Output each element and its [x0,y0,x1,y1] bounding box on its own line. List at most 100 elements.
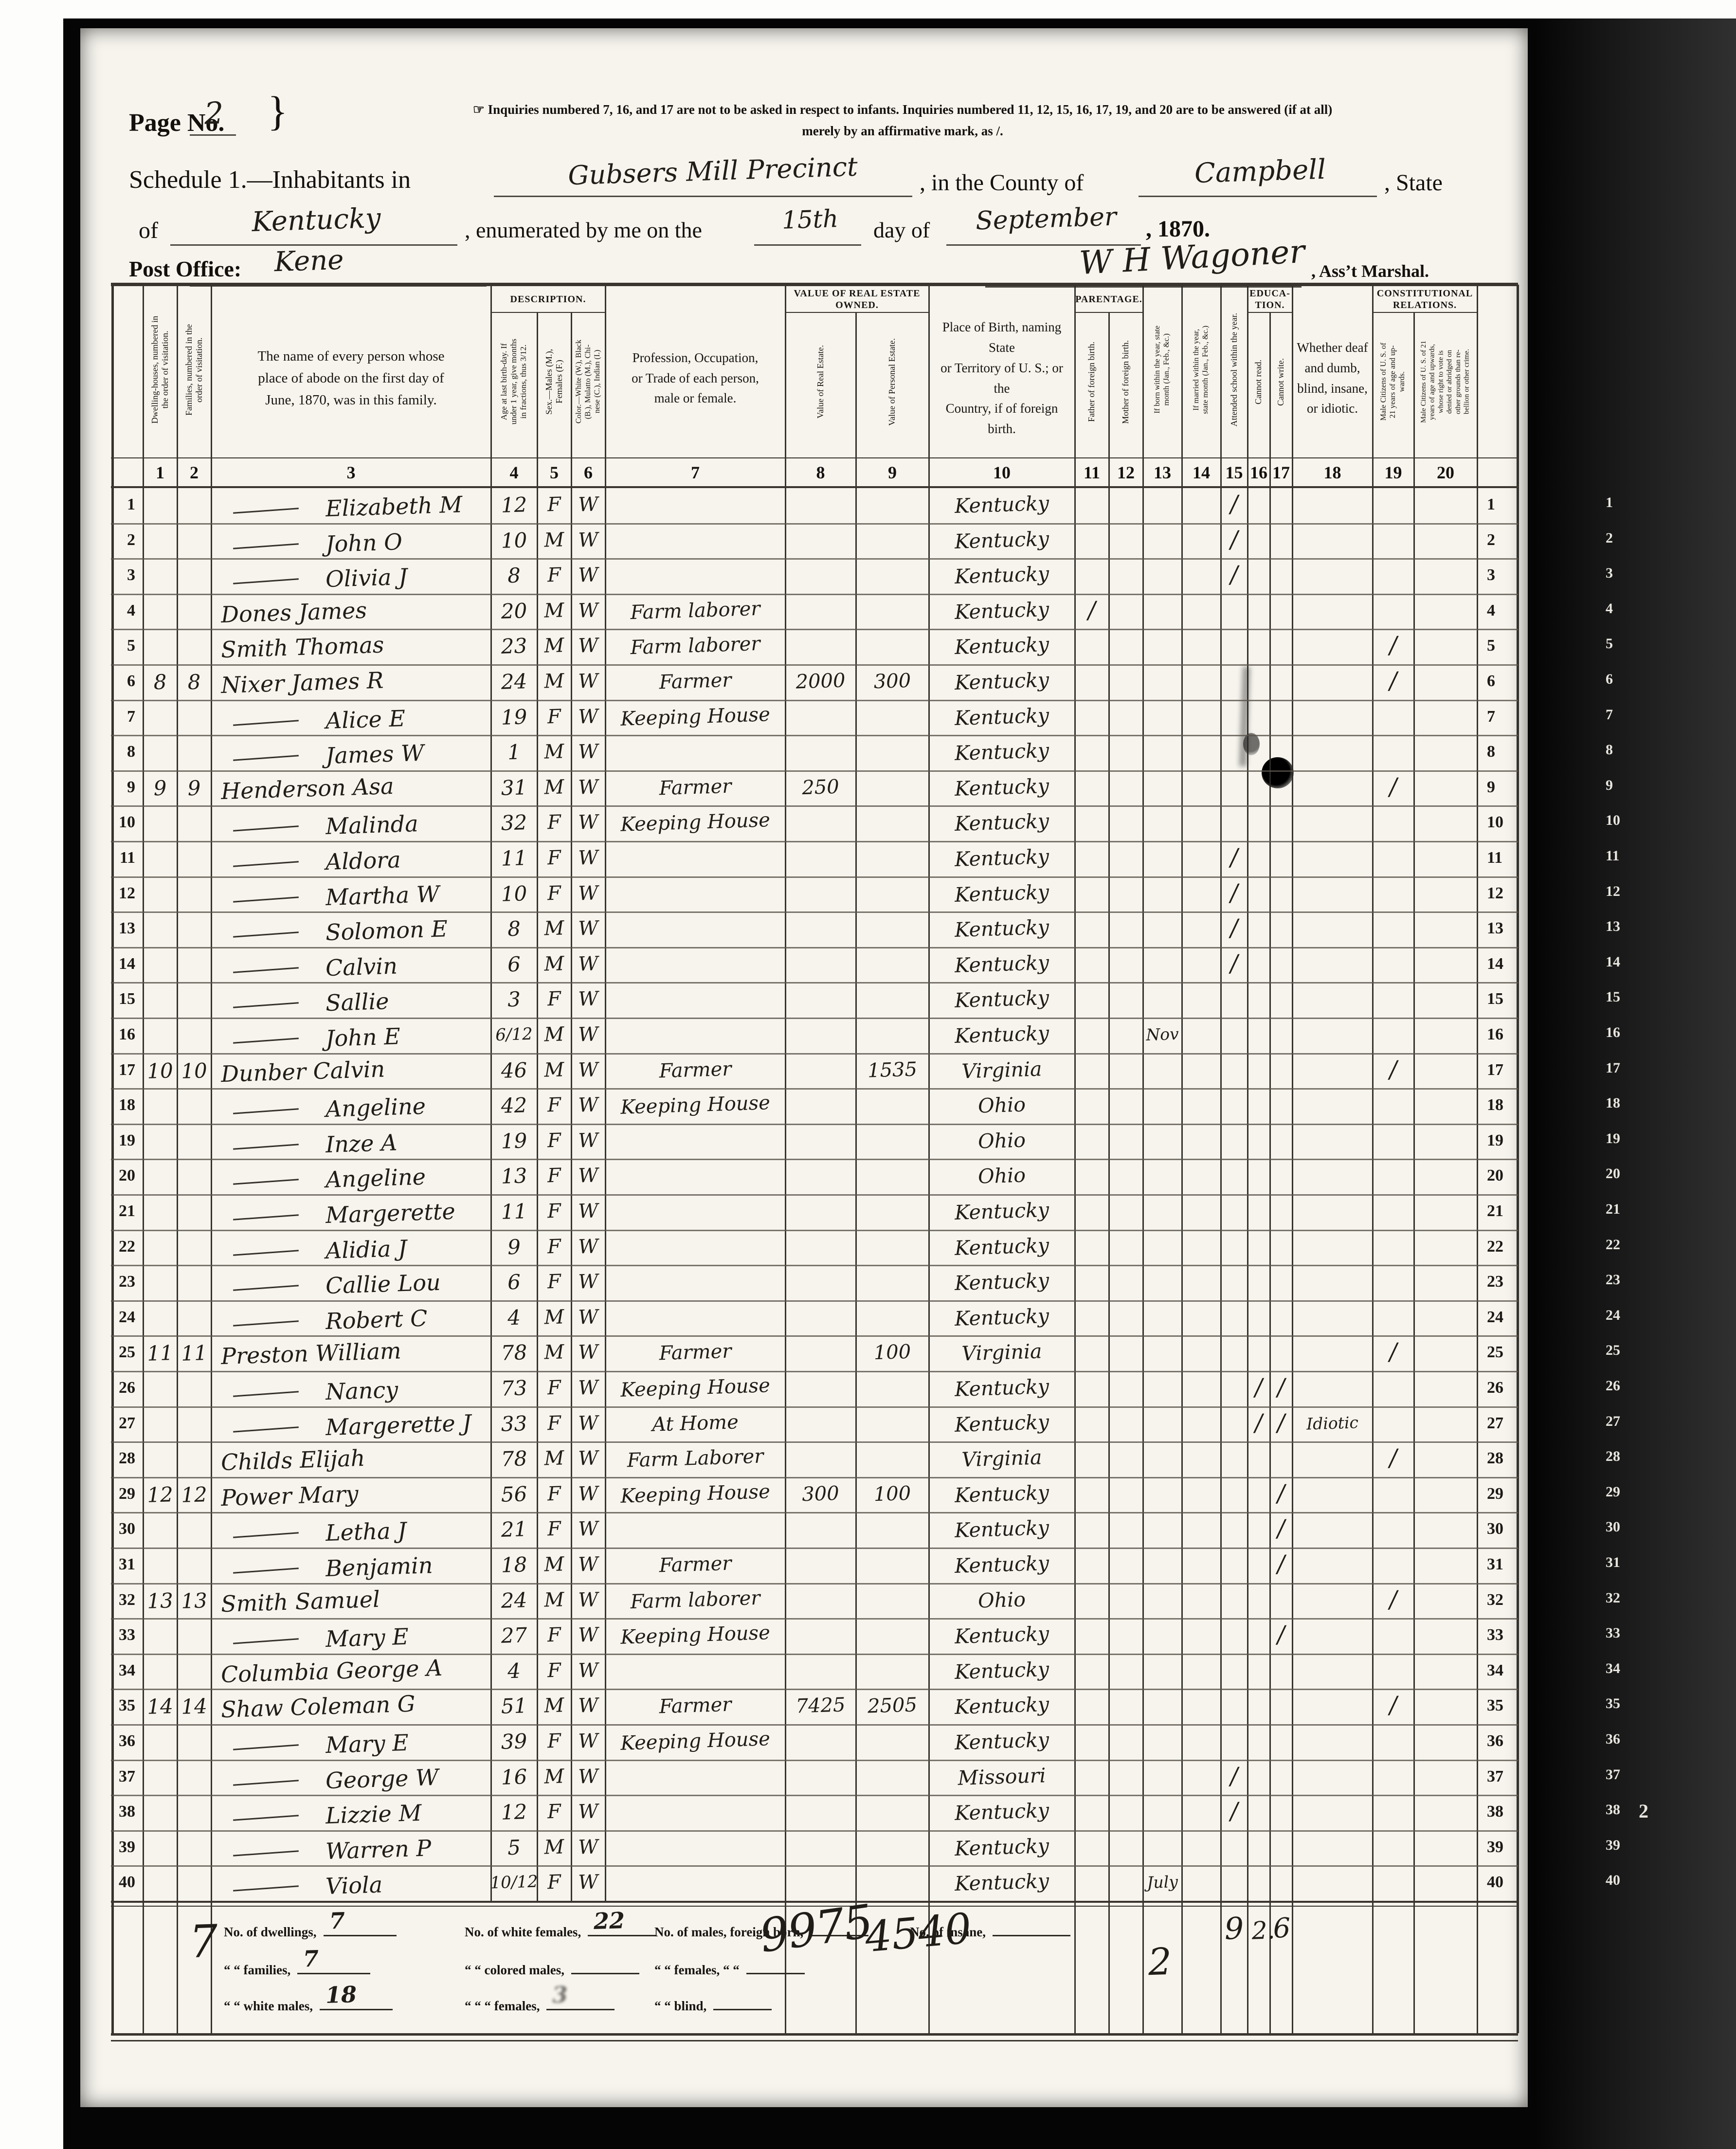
cell-age: 9 [507,1234,521,1259]
cell-birthplace: Kentucky [954,491,1049,518]
footer-label: “ “ white males, 18 [224,1981,393,2016]
cell-age: 78 [501,1446,527,1471]
cell-sex: F [547,1871,561,1894]
footer-label-text: No. of white females, [465,1925,581,1939]
cell-sex: M [543,1447,565,1470]
column-number-10: 10 [993,463,1011,482]
cell-color: W [578,1730,599,1753]
row-number-right: 13 [1487,919,1503,938]
cell-name: Smith Samuel [220,1585,380,1617]
cell-mark-col11: / [1087,596,1096,624]
adjacent-page-row-number: 1 [1606,494,1613,510]
cell-color: W [578,1200,599,1223]
body-bottom-line [111,1901,1518,1903]
row-number-left: 22 [119,1237,135,1256]
row-number-right: 36 [1487,1732,1503,1750]
row-number-right: 20 [1487,1166,1503,1185]
adjacent-page-row-number: 26 [1606,1378,1620,1394]
column-group-label: Value of Real Estate owned. [794,288,921,310]
cell-age: 39 [501,1729,527,1754]
cell-sex: M [543,599,565,622]
ditto-dash [233,1391,299,1397]
cell-real-estate-value: 7425 [795,1694,846,1718]
table-grid-vline [1108,313,1110,2033]
row-number-right: 38 [1487,1803,1503,1821]
column-header-14: If married within the year, state month … [1183,291,1220,448]
column-header-8: Value of Real Estate. [786,316,855,448]
cell-personal-estate-value: 1535 [867,1058,918,1082]
cell-sex: F [547,882,561,905]
cell-birthplace: Kentucky [954,774,1049,801]
row-number-left: 16 [119,1025,135,1043]
cell-birthplace: Ohio [977,1163,1026,1188]
row-number-right: 8 [1487,743,1495,761]
cell-color: W [578,670,599,693]
row-line [111,805,1518,807]
cell-birthplace: Kentucky [954,1834,1049,1860]
row-line [111,1865,1518,1867]
cell-occupation: Keeping House [620,1621,771,1649]
cell-birthplace: Kentucky [954,562,1049,589]
cell-occupation: Farmer [658,1552,732,1577]
cell-birthplace: Kentucky [954,1799,1049,1825]
row-line [111,1088,1518,1090]
ditto-dash [233,1850,299,1857]
cell-birthplace: Kentucky [954,880,1049,907]
cell-occupation: Farm laborer [630,1586,761,1613]
column-number-19: 19 [1384,463,1402,482]
cell-birthplace: Kentucky [954,1728,1049,1755]
ditto-dash [233,1815,299,1821]
cell-age: 12 [501,1799,527,1824]
row-number-right: 27 [1487,1414,1503,1432]
group-underline [491,312,605,313]
cell-age: 23 [501,634,527,658]
cell-age: 13 [501,1164,527,1188]
cell-age: 42 [501,1093,527,1118]
cell-age: 27 [501,1622,527,1648]
cell-sex: M [543,740,565,764]
cell-birthplace: Ohio [977,1128,1026,1153]
county-blank-line [1139,196,1377,197]
row-number-right: 34 [1487,1661,1503,1679]
row-line [111,523,1518,525]
cell-personal-estate-value: 100 [873,1482,911,1506]
cell-occupation: Keeping House [620,809,771,837]
adjacent-page-row-number: 25 [1606,1342,1620,1359]
cell-occupation: Keeping House [620,1092,771,1119]
month-blank-line [946,244,1141,246]
row-line [111,1830,1518,1832]
cell-mark-col13: Nov [1145,1024,1179,1044]
cell-mark-col19: / [1389,667,1398,695]
column-header-11: Father of foreign birth. [1076,316,1108,448]
row-number-right: 16 [1487,1025,1503,1043]
footer-total-attended-school: 9 [1224,1910,1245,1947]
row-line [111,1795,1518,1797]
row-number-right: 32 [1487,1590,1503,1609]
group-underline [785,312,929,313]
footer-label-text: “ “ colored males, [465,1963,564,1977]
cell-mark-col15: / [1230,843,1239,872]
column-header-text: Value of Real Estate. [815,345,825,419]
ditto-dash [233,1567,299,1574]
adjacent-page-row-number: 28 [1606,1448,1620,1465]
ditto-dash [233,508,299,514]
row-line [111,1300,1518,1302]
adjacent-page-row-number: 15 [1606,989,1620,1005]
enumerated-label: , enumerated by me on the [465,218,702,242]
column-header-5: Sex.—Males (M.), Females (F.) [538,316,570,448]
row-number-right: 29 [1487,1484,1503,1503]
column-number-7: 7 [691,463,700,482]
row-number-left: 26 [119,1379,135,1397]
cell-birthplace: Kentucky [954,597,1049,624]
adjacent-page-fragment: 2 [1639,1800,1648,1822]
cell-birthplace: Missouri [957,1763,1047,1790]
cell-color: W [578,987,599,1011]
row-line [111,841,1518,842]
row-number-left: 15 [119,990,135,1008]
cell-sex: F [547,705,561,728]
adjacent-page-row-number: 24 [1606,1307,1620,1323]
table-bottom-border [111,2033,1518,2036]
cell-age: 78 [501,1340,527,1365]
county-value: Campbell [1194,153,1326,190]
precinct-blank-line [494,196,912,197]
